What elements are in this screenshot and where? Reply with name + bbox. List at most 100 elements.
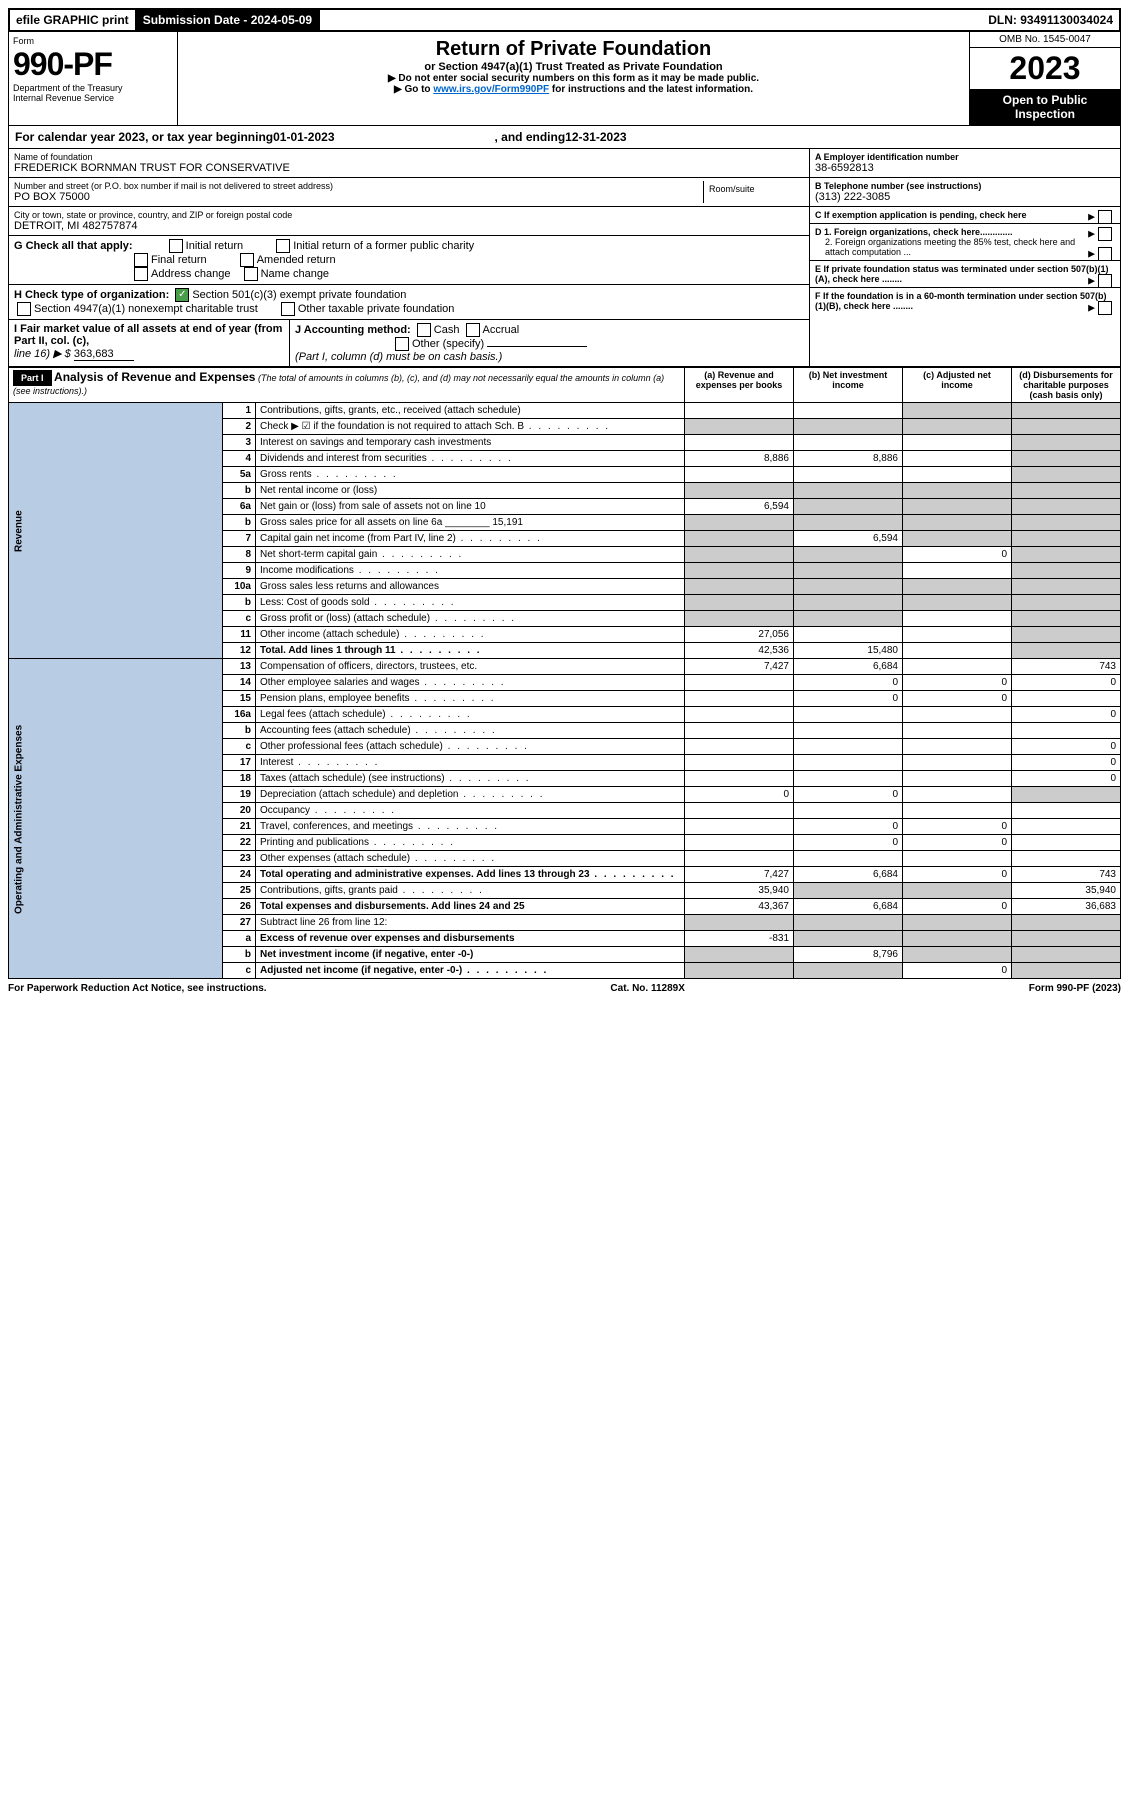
form-ref: Form 990-PF (2023) <box>1029 983 1121 994</box>
data-cell <box>903 515 1012 531</box>
final-return-checkbox[interactable] <box>134 253 148 267</box>
line-desc: Interest <box>256 755 685 771</box>
col-c-header: (c) Adjusted net income <box>903 368 1012 403</box>
accrual-checkbox[interactable] <box>466 323 480 337</box>
data-cell <box>794 931 903 947</box>
data-cell <box>685 835 794 851</box>
line-desc: Gross sales less returns and allowances <box>256 579 685 595</box>
data-cell <box>1012 803 1121 819</box>
data-cell <box>1012 931 1121 947</box>
data-cell <box>685 851 794 867</box>
data-cell: 0 <box>903 691 1012 707</box>
data-cell <box>1012 547 1121 563</box>
line-number: 9 <box>223 563 256 579</box>
line-number: c <box>223 963 256 979</box>
line-number: 12 <box>223 643 256 659</box>
info-right: A Employer identification number 38-6592… <box>809 149 1120 366</box>
ein: 38-6592813 <box>815 162 1115 174</box>
data-cell: 0 <box>903 819 1012 835</box>
col-d-header: (d) Disbursements for charitable purpose… <box>1012 368 1121 403</box>
data-cell <box>903 483 1012 499</box>
line-number: 19 <box>223 787 256 803</box>
foreign-org-checkbox[interactable] <box>1098 227 1112 241</box>
col-a-header: (a) Revenue and expenses per books <box>685 368 794 403</box>
initial-former-checkbox[interactable] <box>276 239 290 253</box>
line-desc: Gross profit or (loss) (attach schedule) <box>256 611 685 627</box>
data-cell <box>1012 643 1121 659</box>
line-desc: Compensation of officers, directors, tru… <box>256 659 685 675</box>
data-cell <box>794 403 903 419</box>
data-cell <box>685 563 794 579</box>
line-number: c <box>223 739 256 755</box>
section-label: Revenue <box>9 403 223 659</box>
other-method-checkbox[interactable] <box>395 337 409 351</box>
section-j: J Accounting method: Cash Accrual Other … <box>290 320 809 366</box>
line-desc: Depreciation (attach schedule) and deple… <box>256 787 685 803</box>
open-public-label: Open to Public Inspection <box>970 89 1120 125</box>
data-cell <box>903 931 1012 947</box>
other-taxable-checkbox[interactable] <box>281 302 295 316</box>
data-cell <box>685 803 794 819</box>
data-cell: 15,480 <box>794 643 903 659</box>
data-cell: 36,683 <box>1012 899 1121 915</box>
form-subtitle: or Section 4947(a)(1) Trust Treated as P… <box>184 61 963 73</box>
line-desc: Contributions, gifts, grants paid <box>256 883 685 899</box>
name-change-checkbox[interactable] <box>244 267 258 281</box>
line-desc: Gross rents <box>256 467 685 483</box>
form990pf-link[interactable]: www.irs.gov/Form990PF <box>433 84 549 95</box>
data-cell <box>1012 499 1121 515</box>
data-cell: -831 <box>685 931 794 947</box>
data-cell <box>685 467 794 483</box>
data-cell <box>903 787 1012 803</box>
line-number: 26 <box>223 899 256 915</box>
data-cell <box>903 947 1012 963</box>
omb-number: OMB No. 1545-0047 <box>970 32 1120 48</box>
line-desc: Net gain or (loss) from sale of assets n… <box>256 499 685 515</box>
info-left: Name of foundation FREDERICK BORNMAN TRU… <box>9 149 809 366</box>
foreign-85-checkbox[interactable] <box>1098 247 1112 261</box>
data-cell <box>794 419 903 435</box>
form-number: 990-PF <box>13 46 173 83</box>
line-number: 5a <box>223 467 256 483</box>
form-title: Return of Private Foundation <box>184 38 963 61</box>
data-cell <box>794 723 903 739</box>
initial-return-checkbox[interactable] <box>169 239 183 253</box>
data-cell <box>903 563 1012 579</box>
section-e: E If private foundation status was termi… <box>810 261 1120 288</box>
data-cell <box>903 643 1012 659</box>
data-cell: 6,684 <box>794 659 903 675</box>
line-number: 27 <box>223 915 256 931</box>
cash-checkbox[interactable] <box>417 323 431 337</box>
line-number: b <box>223 515 256 531</box>
data-cell <box>685 675 794 691</box>
data-cell <box>685 515 794 531</box>
section-label: Operating and Administrative Expenses <box>9 659 223 979</box>
501c3-checkbox[interactable] <box>175 288 189 302</box>
data-cell <box>794 803 903 819</box>
data-cell: 0 <box>1012 755 1121 771</box>
data-cell: 0 <box>794 675 903 691</box>
data-cell <box>903 467 1012 483</box>
line-desc: Total operating and administrative expen… <box>256 867 685 883</box>
address: PO BOX 75000 <box>14 191 703 203</box>
line-desc: Net short-term capital gain <box>256 547 685 563</box>
data-cell <box>794 467 903 483</box>
line-number: 17 <box>223 755 256 771</box>
data-cell <box>685 435 794 451</box>
data-cell: 8,886 <box>685 451 794 467</box>
exemption-pending-checkbox[interactable] <box>1098 210 1112 224</box>
terminated-checkbox[interactable] <box>1098 274 1112 288</box>
top-bar: efile GRAPHIC print Submission Date - 20… <box>8 8 1121 32</box>
data-cell <box>1012 611 1121 627</box>
data-cell: 8,886 <box>794 451 903 467</box>
line-desc: Other professional fees (attach schedule… <box>256 739 685 755</box>
table-row: Revenue1Contributions, gifts, grants, et… <box>9 403 1121 419</box>
amended-return-checkbox[interactable] <box>240 253 254 267</box>
data-cell <box>903 595 1012 611</box>
address-change-checkbox[interactable] <box>134 267 148 281</box>
4947a1-checkbox[interactable] <box>17 302 31 316</box>
60month-checkbox[interactable] <box>1098 301 1112 315</box>
data-cell <box>794 883 903 899</box>
data-cell: 0 <box>903 867 1012 883</box>
data-cell <box>903 803 1012 819</box>
